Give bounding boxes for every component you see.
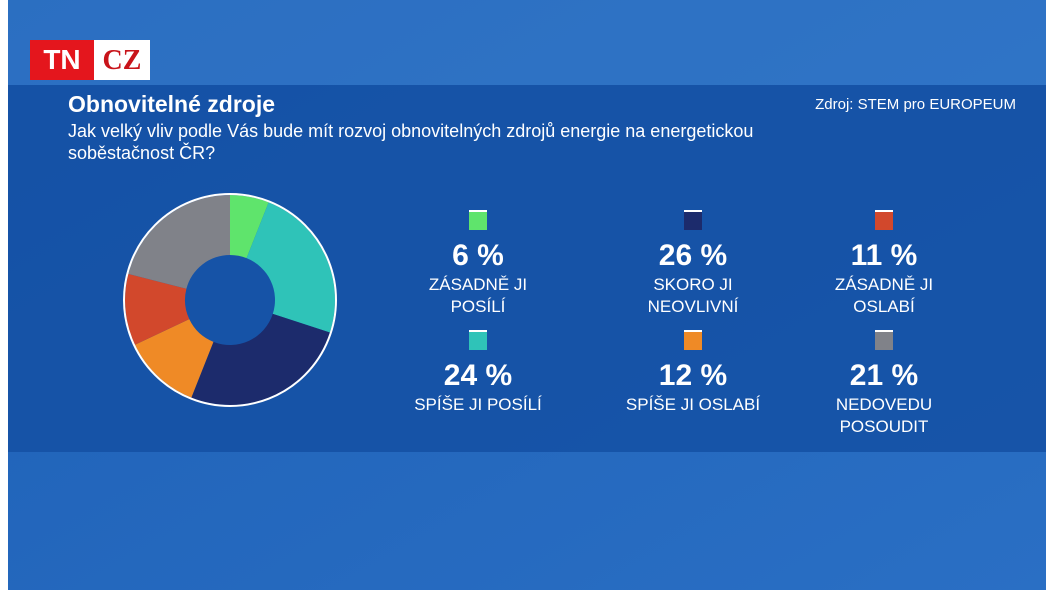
value-label: 24 %	[443, 359, 513, 392]
slice	[125, 273, 190, 345]
subtitle: Jak velký vliv podle Vás bude mít rozvoj…	[68, 121, 754, 163]
value-label: 11 %	[850, 239, 918, 272]
source: Zdroj: STEM pro EUROPEUM	[815, 96, 1016, 113]
value-label: 26 %	[658, 239, 728, 272]
donut-outline	[123, 193, 337, 407]
slice	[128, 195, 230, 289]
legend-item: 11 % ZÁSADNĚ JI OSLABÍ	[799, 210, 969, 318]
title: Obnovitelné zdroje	[68, 91, 276, 117]
legend-label: SKORO JI NEOVLIVNÍ	[647, 275, 739, 316]
slice	[191, 313, 330, 405]
legend-label: NEDOVEDU POSOUDIT	[835, 395, 933, 436]
value-label: 6 %	[452, 239, 504, 272]
map-top	[8, 0, 1046, 85]
logo-tn-box	[30, 40, 94, 80]
logo-cz: CZ	[103, 45, 142, 76]
legend-label: ZÁSADNĚ JI OSLABÍ	[834, 275, 934, 316]
legend-item: 26 % SKORO JI NEOVLIVNÍ	[608, 210, 778, 318]
legend-swatch	[684, 210, 702, 230]
legend-label: SPÍŠE JI OSLABÍ	[625, 395, 761, 414]
legend-label: SPÍŠE JI POSÍLÍ	[414, 395, 542, 414]
value-label: 12 %	[658, 359, 728, 392]
legend-item: 21 % NEDOVEDU POSOUDIT	[799, 330, 969, 438]
legend-item: 6 % ZÁSADNĚ JI POSÍLÍ	[393, 210, 563, 318]
slice	[246, 202, 335, 333]
logo-cz-box	[94, 40, 150, 80]
legend-swatch	[684, 330, 702, 350]
value-label: 21 %	[849, 359, 919, 392]
slice	[230, 195, 269, 259]
slice	[134, 319, 214, 398]
logo-tn: TN	[43, 44, 80, 75]
legend-swatch	[469, 210, 487, 230]
legend-item: 24 % SPÍŠE JI POSÍLÍ	[393, 330, 563, 416]
legend-item: 12 % SPÍŠE JI OSLABÍ	[608, 330, 778, 416]
donut	[123, 193, 337, 407]
legend-swatch	[875, 330, 893, 350]
legend-label: ZÁSADNĚ JI POSÍLÍ	[428, 275, 528, 316]
legend-swatch	[875, 210, 893, 230]
legend-swatch	[469, 330, 487, 350]
